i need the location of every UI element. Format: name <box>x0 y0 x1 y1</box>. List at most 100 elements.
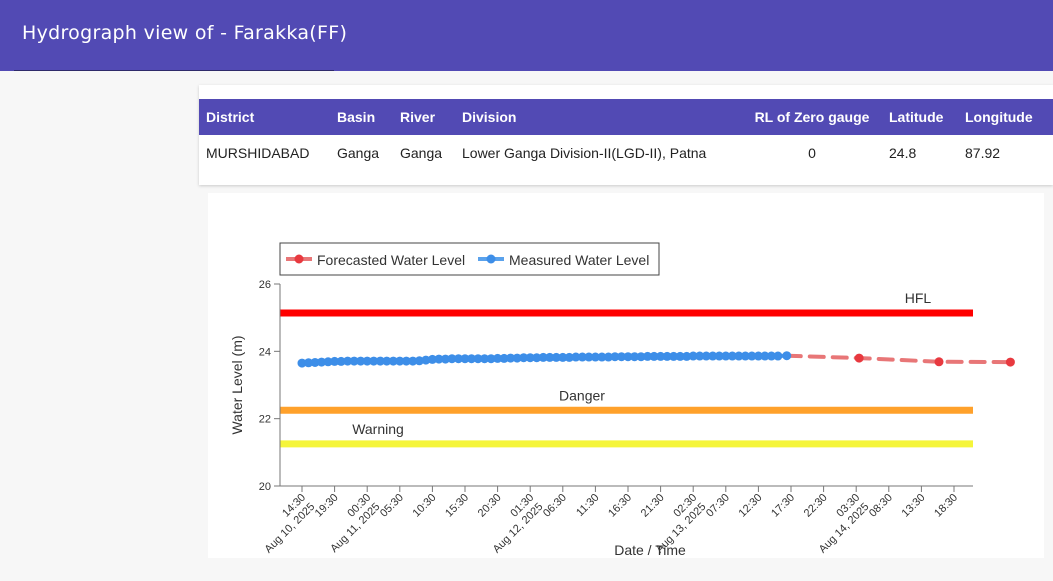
data-point-measured <box>447 354 457 364</box>
y-tick-label: 26 <box>259 279 271 291</box>
data-point-measured <box>401 356 411 366</box>
data-point-measured <box>773 351 783 361</box>
data-point-measured <box>414 356 424 366</box>
data-point-measured <box>395 356 405 366</box>
data-point-measured <box>519 353 529 363</box>
data-point-measured <box>473 354 483 364</box>
x-tick-label-line: 08:30 <box>867 492 895 520</box>
data-point-measured <box>760 351 770 361</box>
data-point-measured <box>630 352 640 362</box>
data-point-measured <box>695 351 705 361</box>
app-header: Hydrograph view of - Farakka(FF) <box>0 0 1053 71</box>
x-tick-label-line: 05:30 <box>378 492 406 520</box>
data-point-measured <box>440 354 450 364</box>
data-point-measured <box>525 353 535 363</box>
data-point-measured <box>375 356 385 366</box>
data-point-measured <box>323 357 333 367</box>
data-point-measured <box>356 356 366 366</box>
threshold-label-danger: Danger <box>559 387 605 403</box>
data-point-measured <box>427 354 437 364</box>
data-point-measured <box>669 351 679 361</box>
data-point-forecast <box>934 357 944 367</box>
data-point-measured <box>336 356 346 366</box>
cell-longitude: 87.92 <box>965 145 1001 161</box>
data-point-measured <box>727 351 737 361</box>
page-title: Hydrograph view of - Farakka(FF) <box>22 22 348 44</box>
legend-item-forecasted[interactable]: Forecasted Water Level <box>286 252 465 268</box>
station-info-table: District Basin River Division RL of Zero… <box>199 99 1053 171</box>
data-point-measured <box>766 351 776 361</box>
x-axis-title: Date / Time <box>614 542 686 558</box>
chart-legend[interactable]: Forecasted Water Level Measured Water Le… <box>279 242 660 276</box>
data-point-measured <box>421 355 431 365</box>
data-point-measured <box>616 352 626 362</box>
data-point-measured <box>623 352 633 362</box>
data-point-measured <box>662 351 672 361</box>
data-point-measured <box>493 353 503 363</box>
data-point-measured <box>486 354 496 364</box>
data-point-measured <box>753 351 763 361</box>
table-row: MURSHIDABAD Ganga Ganga Lower Ganga Divi… <box>199 135 1053 171</box>
data-point-measured <box>701 351 711 361</box>
x-tick-label: 12:30 <box>737 492 765 520</box>
legend-measured-marker <box>486 254 496 264</box>
data-point-measured <box>649 351 659 361</box>
data-point-measured <box>782 351 792 361</box>
series-line-forecast <box>784 353 1013 365</box>
x-tick-label: 06:30 <box>541 492 569 520</box>
x-tick-label: 14:30Aug 10, 2025 <box>253 492 317 556</box>
legend-forecast-label: Forecasted Water Level <box>317 252 465 268</box>
x-tick-label-line: 06:30 <box>541 492 569 520</box>
column-header-division: Division <box>462 109 517 125</box>
data-point-measured <box>545 352 555 362</box>
data-point-measured <box>434 354 444 364</box>
data-point-measured <box>330 356 340 366</box>
data-point-measured <box>349 356 359 366</box>
y-tick-label: 22 <box>259 414 271 426</box>
threshold-label-hfl: HFL <box>905 290 932 306</box>
x-tick-label-line: 16:30 <box>606 492 634 520</box>
hydrograph-chart: HFL Danger Warning 20 22 24 26 14:30Aug 10, 20… <box>229 242 1015 558</box>
column-header-river: River <box>400 109 436 125</box>
data-point-measured <box>643 351 653 361</box>
data-point-measured <box>467 354 477 364</box>
data-point-measured <box>388 356 398 366</box>
table-header-row: District Basin River Division RL of Zero… <box>199 99 1053 135</box>
x-tick-label-line: 12:30 <box>737 492 765 520</box>
data-point-forecast <box>854 353 864 363</box>
legend-item-measured[interactable]: Measured Water Level <box>478 252 649 268</box>
data-point-measured <box>636 352 646 362</box>
column-header-basin: Basin <box>337 109 376 125</box>
data-point-measured <box>369 356 379 366</box>
x-tick-label: 13:30 <box>900 492 928 520</box>
data-point-measured <box>512 353 522 363</box>
x-tick-label-line: 07:30 <box>704 492 732 520</box>
legend-box <box>279 242 660 276</box>
x-tick-label-line: 11:30 <box>574 492 601 519</box>
data-point-measured <box>310 357 320 367</box>
data-point-measured <box>551 352 561 362</box>
data-point-measured <box>453 354 463 364</box>
data-point-measured <box>362 356 372 366</box>
y-axis-title: Water Level (m) <box>229 335 245 434</box>
data-point-measured <box>343 356 353 366</box>
cell-river: Ganga <box>400 145 443 161</box>
data-point-measured <box>480 354 490 364</box>
x-tick-label: 21:30 <box>639 492 667 520</box>
data-point-measured <box>317 357 327 367</box>
data-point-measured <box>506 353 516 363</box>
data-point-measured <box>656 351 666 361</box>
chart-series <box>297 351 1015 368</box>
data-point-measured <box>740 351 750 361</box>
header-underline <box>14 70 334 71</box>
x-tick-label-line: 22:30 <box>802 492 830 520</box>
data-point-measured <box>564 352 574 362</box>
legend-forecast-marker <box>294 254 304 264</box>
y-tick-label: 20 <box>259 481 271 493</box>
cell-latitude: 24.8 <box>889 145 917 161</box>
data-point-measured <box>382 356 392 366</box>
cell-division: Lower Ganga Division-II(LGD-II), Patna <box>462 145 707 161</box>
x-tick-label-line: 17:30 <box>769 492 797 520</box>
x-tick-label: 07:30 <box>704 492 732 520</box>
